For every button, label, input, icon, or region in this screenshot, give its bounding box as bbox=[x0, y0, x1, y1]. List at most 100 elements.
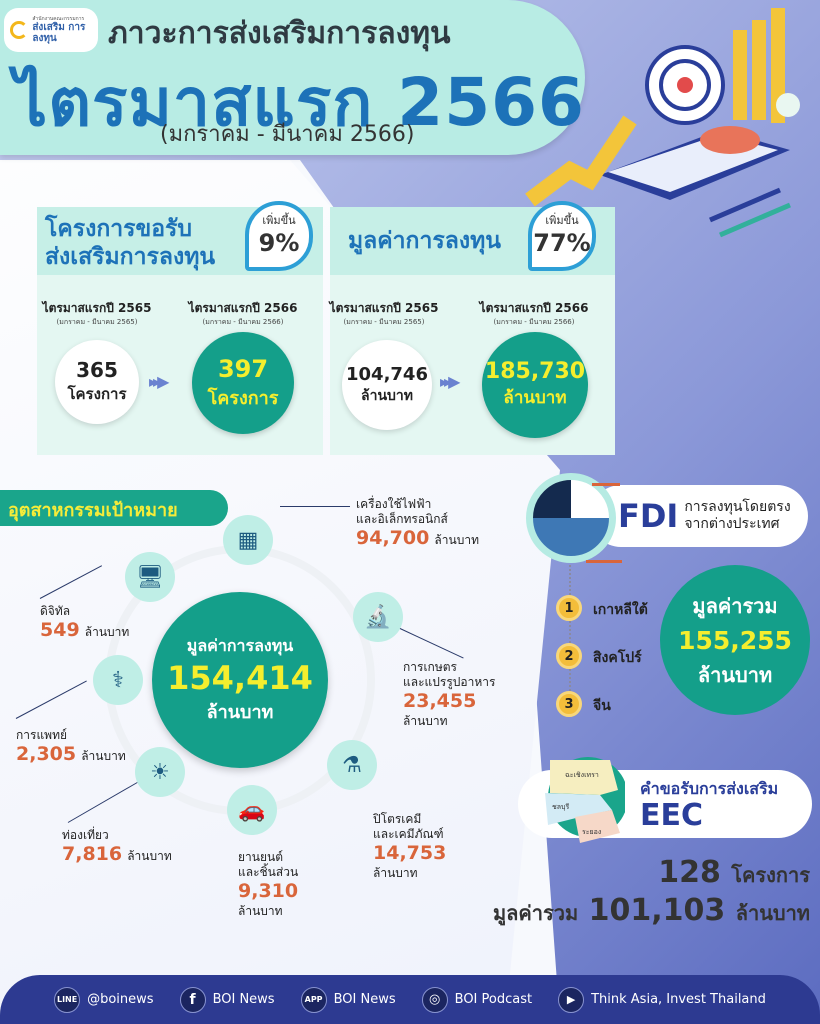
prev-year-range: (มกราคม - มีนาคม 2565) bbox=[343, 318, 425, 326]
podcast-icon: ◎ bbox=[421, 986, 448, 1013]
social-footer: LINE @boinews f BOI News APP BOI News ◎ BOI … bbox=[0, 975, 820, 1024]
fdi-abbr: FDI bbox=[618, 497, 679, 535]
industry-unit: ล้านบาท bbox=[81, 749, 126, 763]
projects-increase-badge: เพิ่มขึ้น 9% bbox=[245, 201, 313, 271]
curr-projects-value: 397 bbox=[217, 354, 269, 383]
fdi-title-pill: FDI การลงทุนโดยตรง จากต่างประเทศ bbox=[590, 485, 808, 547]
industry-unit: ล้านบาท bbox=[403, 714, 448, 728]
footer-podcast-link[interactable]: ◎ BOI Podcast bbox=[421, 986, 533, 1013]
prev-year-range: (มกราคม - มีนาคม 2565) bbox=[56, 318, 138, 326]
industry-total-value: 154,414 bbox=[167, 659, 313, 697]
fdi-total-label: มูลค่ารวม bbox=[692, 593, 778, 618]
circuit-icon: ▦ bbox=[223, 515, 273, 565]
footer-facebook-link[interactable]: f BOI News bbox=[179, 986, 275, 1013]
eec-title: คำขอรับการส่งเสริม bbox=[640, 779, 779, 798]
eec-total: มูลค่ารวม 101,103 ล้านบาท bbox=[493, 893, 810, 929]
increase-value: 77% bbox=[533, 229, 591, 257]
curr-investment-value: 185,730 bbox=[484, 359, 586, 384]
fdi-total-value: 155,255 bbox=[678, 625, 792, 655]
computer-icon: 🖥 bbox=[125, 552, 175, 602]
industry-name: ปิโตรเคมี bbox=[373, 812, 422, 826]
footer-youtube-link[interactable]: ▶ Think Asia, Invest Thailand bbox=[558, 986, 766, 1013]
period-text: (มกราคม - มีนาคม 2566) bbox=[160, 122, 415, 147]
arrow-right-icon: ▸▸▶ bbox=[149, 372, 169, 391]
industry-electronics: เครื่องใช้ไฟฟ้า และอิเล็กทรอนิกส์ 94,700 ล… bbox=[356, 497, 479, 550]
eec-projects-value: 128 bbox=[658, 855, 721, 890]
curr-year-label: ไตรมาสแรกปี 2566 bbox=[479, 301, 589, 315]
curr-year-label: ไตรมาสแรกปี 2566 bbox=[188, 301, 298, 315]
industry-automotive: ยานยนต์ และชิ้นส่วน 9,310 ล้านบาท bbox=[238, 850, 298, 921]
curr-year-range: (มกราคม - มีนาคม 2566) bbox=[493, 318, 575, 326]
industry-name-2: และแปรรูปอาหาร bbox=[403, 675, 496, 689]
pie-chart-icon bbox=[700, 126, 760, 154]
industry-name: การแพทย์ bbox=[16, 728, 68, 742]
industry-name: ดิจิทัล bbox=[40, 604, 71, 618]
industry-total-unit: ล้านบาท bbox=[206, 702, 274, 723]
beach-icon: ☀ bbox=[135, 747, 185, 797]
investment-panel: มูลค่าการลงทุน เพิ่มขึ้น 77% ไตรมาสแรกปี … bbox=[330, 201, 615, 455]
province-chonburi: ชลบุรี bbox=[552, 803, 569, 811]
prev-projects-value: 365 bbox=[76, 358, 118, 382]
leader-line bbox=[280, 506, 350, 507]
industry-name-2: และอิเล็กทรอนิกส์ bbox=[356, 512, 448, 526]
curr-projects-unit: โครงการ bbox=[207, 387, 279, 409]
industry-name: เครื่องใช้ไฟฟ้า bbox=[356, 497, 432, 511]
increase-label: เพิ่มขึ้น bbox=[545, 214, 579, 227]
footer-app-link[interactable]: APP BOI News bbox=[300, 986, 396, 1013]
industry-name: การเกษตร bbox=[403, 660, 457, 674]
footer-label: @boinews bbox=[87, 992, 154, 1007]
projects-panel: โครงการขอรับ ส่งเสริมการลงทุน เพิ่มขึ้น 9%… bbox=[37, 201, 323, 455]
fdi-pie-icon bbox=[526, 473, 616, 563]
industry-value: 9,310 bbox=[238, 880, 299, 902]
car-icon: 🚗 bbox=[227, 785, 277, 835]
projects-title: โครงการขอรับ ส่งเสริมการลงทุน bbox=[45, 215, 215, 271]
rank-country: จีน bbox=[593, 698, 611, 714]
medal-icon: 3 bbox=[556, 691, 582, 717]
chemistry-icon: ⚗ bbox=[327, 740, 377, 790]
industry-name: ยานยนต์ bbox=[238, 850, 283, 864]
rank-dotted-line bbox=[569, 565, 571, 715]
accent-bar bbox=[592, 483, 620, 486]
accent-bar bbox=[586, 560, 622, 563]
curr-investment-unit: ล้านบาท bbox=[503, 388, 567, 408]
prev-year-label: ไตรมาสแรกปี 2565 bbox=[42, 301, 152, 315]
industry-name-2: และเคมีภัณฑ์ bbox=[373, 827, 444, 841]
facebook-icon: f bbox=[179, 986, 206, 1013]
line-icon: LINE bbox=[54, 986, 81, 1013]
industry-value: 7,816 bbox=[62, 843, 123, 865]
logo-small-text: สำนักงานคณะกรรมการ bbox=[32, 16, 85, 22]
industry-total-title: มูลค่าการลงทุน bbox=[186, 636, 294, 655]
footer-label: Think Asia, Invest Thailand bbox=[591, 992, 766, 1007]
province-chachoengsao: ฉะเชิงเทรา bbox=[565, 771, 599, 779]
medal-icon: 1 bbox=[556, 595, 582, 621]
microscope-icon: 🔬 bbox=[353, 592, 403, 642]
industry-unit: ล้านบาท bbox=[238, 904, 283, 918]
bar-icon bbox=[771, 8, 785, 123]
industry-value: 23,455 bbox=[403, 690, 477, 712]
fdi-desc-line1: การลงทุนโดยตรง bbox=[684, 499, 791, 515]
industry-unit: ล้านบาท bbox=[84, 625, 130, 639]
bar-icon bbox=[752, 20, 766, 120]
boi-logo: สำนักงานคณะกรรมการ ส่งเสริม การลงทุน bbox=[4, 8, 98, 52]
projects-title-line2: ส่งเสริมการลงทุน bbox=[45, 244, 216, 270]
prev-projects-circle: 365 โครงการ bbox=[55, 340, 139, 424]
footer-label: BOI Podcast bbox=[454, 992, 533, 1007]
youtube-icon: ▶ bbox=[558, 986, 585, 1013]
eec-abbr: EEC bbox=[640, 798, 704, 833]
industry-unit: ล้านบาท bbox=[127, 849, 172, 863]
check-icon bbox=[776, 93, 800, 117]
industry-tourism: ท่องเที่ยว 7,816 ล้านบาท bbox=[62, 828, 172, 866]
industry-name-2: และชิ้นส่วน bbox=[238, 865, 299, 879]
prev-investment-value: 104,746 bbox=[346, 363, 428, 385]
industry-value: 2,305 bbox=[16, 743, 77, 765]
growth-illustration bbox=[525, 8, 800, 238]
eec-projects-unit: โครงการ bbox=[731, 863, 810, 887]
industry-petrochemical: ปิโตรเคมี และเคมีภัณฑ์ 14,753 ล้านบาท bbox=[373, 812, 446, 883]
target-industries-label: อุตสาหกรรมเป้าหมาย bbox=[0, 490, 228, 526]
footer-line-link[interactable]: LINE @boinews bbox=[54, 986, 154, 1013]
industry-value: 549 bbox=[40, 619, 80, 641]
industry-value: 14,753 bbox=[373, 842, 447, 864]
prev-investment-unit: ล้านบาท bbox=[361, 387, 413, 404]
increase-value: 9% bbox=[258, 229, 300, 257]
eec-map-icon: ฉะเชิงเทรา ชลบุรี ระยอง bbox=[545, 757, 625, 843]
